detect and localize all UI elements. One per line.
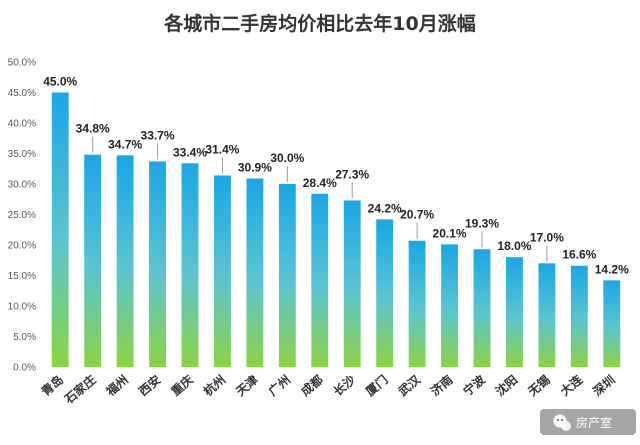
bar [441,244,458,367]
x-tick-label: 无锡 [524,372,553,400]
bar [149,161,166,367]
data-label: 30.9% [238,161,272,175]
bar [116,155,134,367]
y-tick-label: 0.0% [13,363,36,374]
y-tick-label: 40.0% [8,119,36,130]
data-label: 18.0% [497,239,531,253]
x-tick-label: 重庆 [168,372,196,399]
y-tick-label: 20.0% [8,241,36,252]
x-tick-label: 广州 [265,372,293,399]
y-tick-label: 30.0% [8,180,36,191]
bar [214,175,231,367]
x-tick-label: 石家庄 [61,372,99,407]
data-label: 20.7% [400,208,434,222]
bar [538,263,556,367]
y-tick-label: 25.0% [8,210,36,221]
x-tick-label: 大连 [557,371,586,399]
data-label: 31.4% [205,142,239,156]
bar [570,265,588,367]
x-tick-label: 杭州 [200,372,228,399]
bar-group [51,92,621,367]
x-tick-label: 武汉 [395,371,424,399]
x-tick-label: 沈阳 [492,372,520,399]
data-label: 33.4% [173,145,207,159]
bar [603,280,621,367]
y-tick-label: 50.0% [8,58,36,69]
bar [408,240,426,367]
bar [181,163,199,367]
data-label: 14.2% [595,262,629,276]
bar [246,178,264,367]
data-label: 17.0% [530,230,564,244]
data-label: 33.7% [141,128,175,142]
data-label: 30.0% [270,151,304,165]
x-tick-label: 长沙 [330,372,358,399]
x-tick-label: 济南 [427,372,455,399]
data-label: 27.3% [335,167,369,181]
x-tick-label: 福州 [102,372,131,400]
data-label: 19.3% [465,216,499,230]
y-tick-label: 35.0% [8,149,36,160]
bar [506,257,523,367]
bar [84,154,102,367]
bar [51,92,69,367]
watermark-text: 房产室 [576,415,612,430]
y-tick-label: 45.0% [8,88,36,99]
y-tick-label: 15.0% [8,271,36,282]
data-labels: 45.0% 34.8%34.7%33.7% 33.4%31.4% 30.9%30.0%… [43,75,629,277]
data-label: 20.1% [433,226,467,240]
x-tick-label: 天津 [233,372,261,399]
y-axis: 0.0% 5.0% 10.0% 15.0% 20.0% 25.0% 30.0% 35.0% 40… [8,58,36,374]
bar [376,219,394,367]
y-tick-label: 5.0% [13,332,36,343]
y-tick-label: 10.0% [8,302,36,313]
x-tick-label: 西安 [135,372,163,399]
chart-title: 各城市二手房均价相比去年10月涨幅 [163,12,475,35]
x-tick-label: 厦门 [363,372,391,399]
data-label: 28.4% [303,176,337,190]
wechat-icon [553,414,571,431]
data-label: 16.6% [562,248,596,262]
data-label: 45.0% [43,75,77,89]
bar [343,200,361,367]
data-label: 34.8% [76,122,110,136]
watermark: 房产室 [540,409,636,435]
bar [473,249,491,367]
bar [278,184,296,367]
data-label: 24.2% [368,201,402,215]
data-label: 34.7% [108,137,142,151]
bar [311,193,329,367]
leader-lines [92,136,548,262]
x-tick-label: 深圳 [590,372,618,399]
x-tick-label: 宁波 [460,371,489,399]
x-tick-label: 成都 [298,372,326,399]
